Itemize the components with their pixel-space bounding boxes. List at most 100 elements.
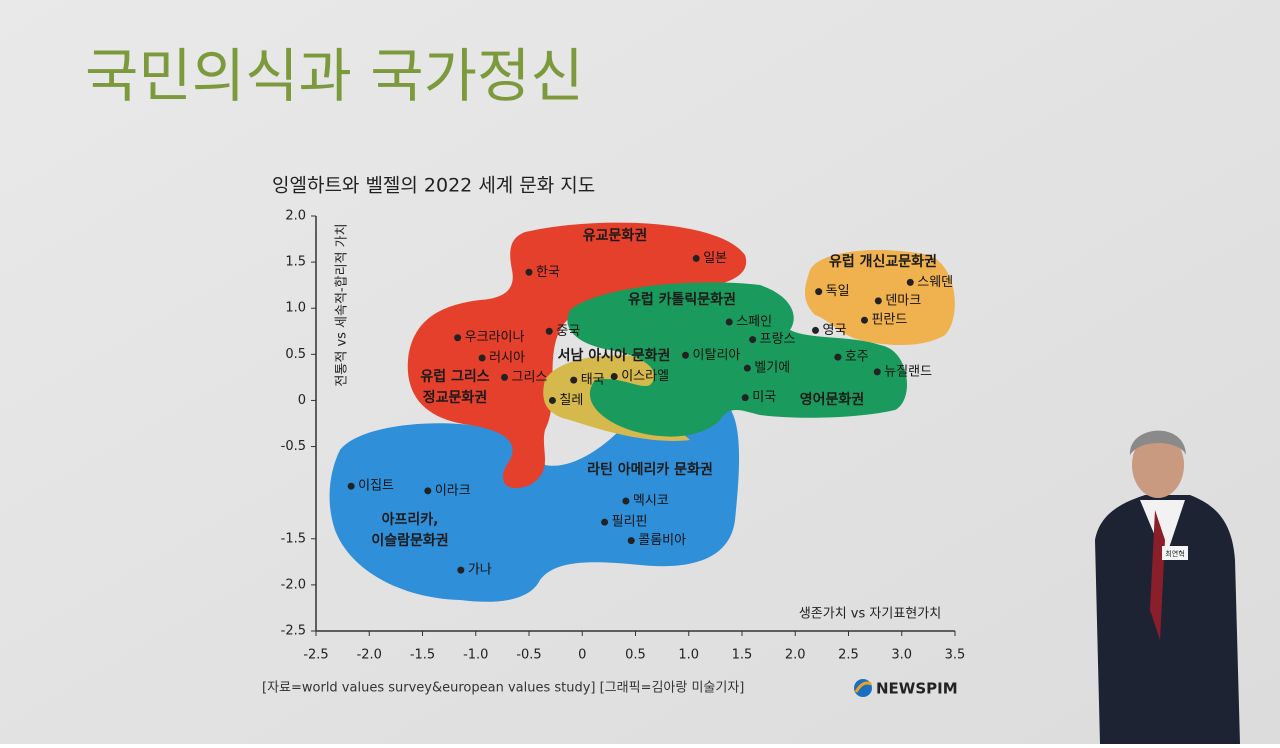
x-tick-label: -1.5 bbox=[410, 648, 435, 663]
point bbox=[501, 373, 509, 381]
y-tick-label: -0.5 bbox=[281, 439, 306, 454]
point bbox=[548, 396, 556, 404]
point bbox=[601, 518, 609, 526]
point-label: 이탈리아 bbox=[693, 348, 741, 363]
x-tick-label: 2.0 bbox=[785, 648, 806, 663]
speaker-head bbox=[1132, 432, 1184, 498]
speaker-tie bbox=[1150, 510, 1165, 640]
point-label: 일본 bbox=[703, 251, 727, 266]
point-label: 벨기에 bbox=[754, 361, 790, 376]
point-label: 태국 bbox=[581, 373, 605, 388]
y-tick-label: 1.5 bbox=[285, 255, 306, 270]
point bbox=[692, 254, 700, 262]
point-label: 멕시코 bbox=[633, 493, 669, 508]
point-label: 독일 bbox=[826, 284, 850, 299]
region-shape bbox=[805, 250, 955, 345]
y-tick-label: -2.0 bbox=[281, 577, 306, 592]
region-label: 유럽 카톨릭문화권 bbox=[628, 291, 736, 308]
point bbox=[749, 336, 757, 344]
region-label: 유럽 개신교문화권 bbox=[829, 254, 937, 270]
point-label: 러시아 bbox=[489, 351, 525, 366]
x-tick-label: 3.5 bbox=[945, 648, 966, 663]
region-label: 유럽 그리스 bbox=[420, 369, 489, 385]
region-shape bbox=[329, 400, 740, 602]
y-tick-label: 0 bbox=[298, 393, 306, 408]
point-label: 덴마크 bbox=[885, 293, 921, 308]
region-label: 정교문화권 bbox=[423, 389, 487, 406]
x-tick-label: 1.0 bbox=[678, 648, 699, 663]
point-label: 콜롬비아 bbox=[638, 533, 686, 548]
source: [자료=world values survey&european values … bbox=[262, 681, 744, 696]
point-label: 뉴질랜드 bbox=[884, 364, 932, 379]
slide-title: 국민의식과 국가정신 bbox=[85, 42, 584, 110]
speaker-shirt bbox=[1140, 500, 1185, 560]
point bbox=[874, 297, 882, 305]
speaker: 최연혁 bbox=[1095, 430, 1240, 744]
point bbox=[873, 368, 881, 376]
region-label: 이슬람문화권 bbox=[371, 532, 448, 549]
point-label: 이라크 bbox=[435, 483, 471, 498]
point bbox=[424, 487, 432, 495]
y-tick-label: -2.5 bbox=[281, 624, 306, 639]
x-axis-label: 생존가치 vs 자기표현가치 bbox=[799, 607, 941, 622]
point bbox=[834, 353, 842, 361]
point-label: 우크라이나 bbox=[465, 330, 525, 345]
point bbox=[906, 278, 914, 286]
region-label: 라틴 아메리카 문화권 bbox=[587, 461, 713, 478]
x-tick-label: -0.5 bbox=[516, 648, 541, 663]
name-tag-text: 최연혁 bbox=[1165, 549, 1184, 558]
point-label: 이집트 bbox=[358, 479, 394, 494]
speaker-hair bbox=[1129, 430, 1186, 455]
point bbox=[725, 318, 733, 326]
speaker-body bbox=[1095, 495, 1240, 744]
point-label: 가나 bbox=[468, 563, 492, 578]
point-label: 중국 bbox=[556, 324, 580, 339]
x-tick-label: -2.5 bbox=[303, 648, 328, 663]
x-tick-label: 0 bbox=[578, 648, 586, 663]
region-shape bbox=[567, 282, 907, 437]
point bbox=[815, 288, 823, 296]
x-tick-label: 2.5 bbox=[838, 648, 859, 663]
point bbox=[743, 364, 751, 372]
point bbox=[347, 482, 355, 490]
y-tick-label: 2.0 bbox=[285, 209, 306, 224]
point-label: 칠레 bbox=[559, 393, 583, 408]
region-label: 유교문화권 bbox=[583, 228, 647, 244]
y-axis-label: 전통적 vs 세속적-합리적 가치 bbox=[335, 223, 350, 386]
point-label: 그리스 bbox=[512, 370, 548, 385]
point bbox=[610, 372, 618, 380]
point bbox=[860, 316, 868, 324]
point-label: 핀란드 bbox=[871, 313, 907, 328]
x-tick-label: 0.5 bbox=[625, 648, 646, 663]
x-tick-label: -1.0 bbox=[463, 648, 488, 663]
y-tick-label: 1.0 bbox=[285, 301, 306, 316]
logo-icon bbox=[854, 679, 872, 697]
point-label: 한국 bbox=[536, 265, 560, 280]
point-label: 영국 bbox=[822, 323, 846, 338]
logo-swoosh bbox=[854, 681, 872, 693]
point bbox=[478, 354, 486, 362]
point-label: 미국 bbox=[752, 390, 776, 405]
point-label: 스웨덴 bbox=[917, 275, 953, 290]
y-tick-label: -1.5 bbox=[281, 531, 306, 546]
point-label: 프랑스 bbox=[760, 332, 796, 347]
point bbox=[454, 334, 462, 342]
point bbox=[525, 268, 533, 276]
point bbox=[682, 351, 690, 359]
point bbox=[741, 394, 749, 402]
point-label: 스페인 bbox=[736, 315, 772, 330]
point bbox=[457, 566, 465, 574]
region-label: 서남 아시아 문화권 bbox=[558, 347, 671, 364]
x-tick-label: -2.0 bbox=[357, 648, 382, 663]
name-tag bbox=[1162, 546, 1188, 560]
point bbox=[545, 327, 553, 335]
point-label: 호주 bbox=[845, 350, 869, 365]
x-tick-label: 1.5 bbox=[732, 648, 753, 663]
chart-title: 잉엘하트와 벨젤의 2022 세계 문화 지도 bbox=[272, 175, 595, 197]
point-label: 이스라엘 bbox=[621, 369, 669, 384]
point bbox=[570, 376, 578, 384]
point-label: 필리핀 bbox=[612, 515, 648, 530]
regions bbox=[329, 222, 955, 602]
